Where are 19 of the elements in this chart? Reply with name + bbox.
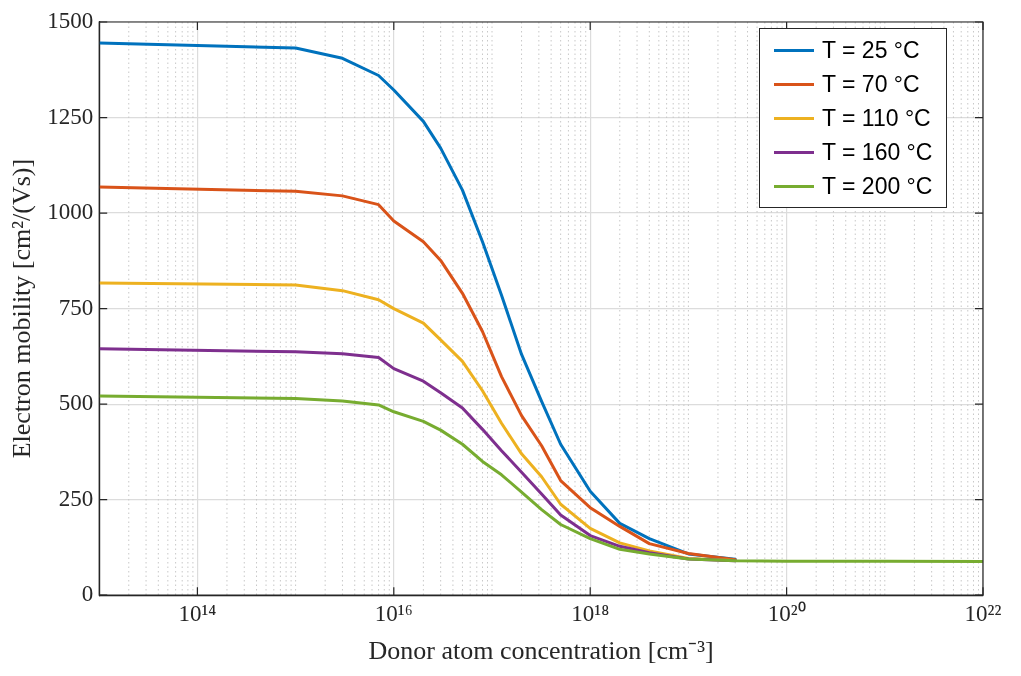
legend-label: T = 160 °C bbox=[822, 138, 933, 166]
legend-label: T = 200 °C bbox=[822, 172, 933, 200]
y-tick-label: 1250 bbox=[47, 103, 94, 129]
x-tick-label: 10¹⁴ bbox=[178, 601, 217, 627]
y-axis-title: Electron mobility [cm²/(Vs)] bbox=[7, 158, 37, 459]
legend-label: T = 70 °C bbox=[822, 70, 920, 98]
y-tick-label: 1500 bbox=[47, 8, 94, 34]
x-tick-label: 10¹⁸ bbox=[571, 601, 610, 627]
x-axis-title: Donor atom concentration [cm⁻³] bbox=[368, 636, 714, 666]
y-tick-label: 0 bbox=[81, 581, 94, 607]
x-tick-label: 10²² bbox=[964, 601, 1002, 627]
y-tick-label: 750 bbox=[58, 294, 94, 320]
legend-label: T = 110 °C bbox=[822, 104, 931, 132]
y-tick-label: 500 bbox=[58, 390, 94, 416]
y-tick-label: 250 bbox=[58, 485, 94, 511]
y-tick-label: 1000 bbox=[47, 199, 94, 225]
x-tick-label: 10²⁰ bbox=[767, 601, 806, 627]
legend-label: T = 25 °C bbox=[822, 36, 920, 64]
x-tick-label: 10¹⁶ bbox=[374, 601, 413, 627]
